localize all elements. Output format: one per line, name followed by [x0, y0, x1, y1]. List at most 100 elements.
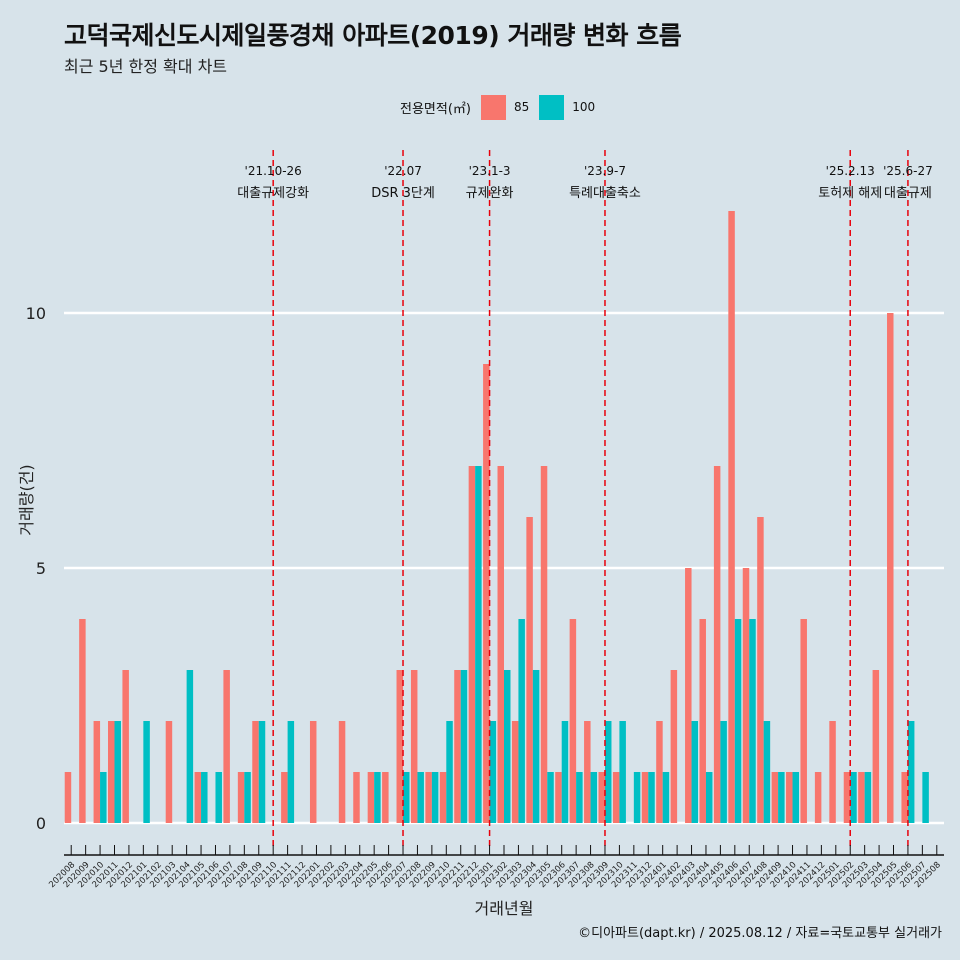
bar-100-202211: [460, 670, 468, 823]
x-tick-label: 202309: [581, 860, 611, 890]
x-tick-label: 202105: [177, 860, 207, 890]
bar-85-202404: [699, 619, 706, 823]
bar-100-202205: [374, 772, 381, 823]
bar-85-202304: [526, 517, 533, 823]
x-tick-label: 202101: [119, 860, 149, 890]
bar-100-202210: [446, 721, 453, 823]
bar-85-202012: [122, 670, 129, 823]
chart-title: 고덕국제신도시제일풍경채 아파트(2019) 거래량 변화 흐름: [64, 21, 682, 50]
bar-85-202108: [237, 772, 245, 823]
x-tick-label: 202304: [509, 860, 539, 890]
x-tick-label: 202310: [596, 860, 626, 890]
x-tick-label: 202010: [76, 860, 106, 890]
x-tick-label: 202308: [567, 860, 597, 890]
bar-85-202210: [439, 772, 447, 823]
source-caption: ©디아파트(dapt.kr) / 2025.08.12 / 자료=국토교통부 실…: [578, 926, 942, 941]
event-label: 토허제 해제: [818, 186, 882, 201]
bar-100-202502: [850, 772, 857, 823]
bar-100-202301: [489, 721, 497, 823]
bar-85-202008: [64, 772, 72, 823]
bar-100-202308: [590, 772, 598, 823]
event-label: 특례대출축소: [569, 186, 641, 201]
bar-100-202011: [114, 721, 121, 823]
bar-100-202208: [417, 772, 424, 823]
bar-85-202011: [108, 721, 115, 823]
x-tick-label: 202404: [682, 860, 712, 890]
x-tick-label: 202201: [293, 860, 323, 890]
x-tick-label: 202102: [134, 860, 164, 890]
event-date: '21.10-26: [245, 164, 302, 178]
bar-85-202401: [656, 721, 663, 823]
bar-100-202403: [691, 721, 699, 823]
x-tick-label: 202402: [653, 860, 683, 890]
x-tick-label: 202502: [826, 860, 856, 890]
y-axis-title: 거래량(건): [17, 464, 36, 535]
bar-100-202310: [619, 721, 626, 823]
bar-85-202201: [309, 721, 317, 823]
bar-85-202402: [670, 670, 678, 823]
bar-100-202101: [143, 721, 150, 823]
bar-100-202302: [504, 670, 511, 823]
y-tick-label: 5: [36, 559, 46, 578]
bar-100-202312: [648, 772, 655, 823]
bar-85-202505: [887, 313, 894, 823]
event-date: '25.6-27: [883, 164, 933, 178]
bar-85-202412: [814, 772, 822, 823]
y-tick-label: 0: [36, 814, 46, 833]
bar-85-202203: [338, 721, 346, 823]
bar-85-202009: [79, 619, 86, 823]
x-tick-label: 202202: [307, 860, 337, 890]
x-tick-label: 202110: [249, 860, 279, 890]
legend-title: 전용면적(㎡): [400, 101, 471, 117]
bar-85-202408: [757, 517, 764, 823]
x-tick-label: 202505: [870, 860, 900, 890]
bar-100-202409: [778, 772, 785, 823]
bar-85-202310: [612, 772, 620, 823]
x-tick-label: 202103: [148, 860, 178, 890]
bar-85-202105: [194, 772, 202, 823]
x-tick-label: 202506: [884, 860, 914, 890]
event-date: '23.9-7: [584, 164, 626, 178]
x-tick-label: 202204: [336, 860, 366, 890]
bar-100-202407: [749, 619, 756, 823]
x-tick-label: 202409: [754, 860, 784, 890]
x-tick-label: 202211: [437, 860, 467, 890]
bar-100-202503: [864, 772, 872, 823]
bar-85-202205: [367, 772, 375, 823]
bar-100-202506: [907, 721, 915, 823]
legend-label-85: 85: [513, 100, 530, 114]
bar-100-202207: [403, 772, 410, 823]
bar-100-202306: [561, 721, 569, 823]
x-tick-label: 202503: [841, 860, 871, 890]
bar-100-202307: [576, 772, 583, 823]
bar-85-202103: [165, 721, 173, 823]
bar-85-202308: [584, 721, 591, 823]
x-tick-label: 202112: [278, 860, 308, 890]
x-tick-label: 202305: [523, 860, 553, 890]
legend: 전용면적(㎡) 85 100: [400, 94, 605, 120]
x-tick-label: 202508: [913, 860, 943, 890]
bar-100-202309: [604, 721, 612, 823]
x-tick-label: 202203: [321, 860, 351, 890]
x-tick-label: 202207: [379, 860, 409, 890]
bar-100-202108: [244, 772, 251, 823]
x-tick-label: 202407: [725, 860, 755, 890]
x-tick-label: 202405: [696, 860, 726, 890]
x-tick-label: 202104: [163, 860, 193, 890]
x-tick-label: 202212: [451, 860, 481, 890]
event-date: '25.2.13: [826, 164, 875, 178]
bar-85-202206: [382, 772, 389, 823]
x-tick-label: 202303: [495, 860, 525, 890]
x-tick-label: 202302: [480, 860, 510, 890]
legend-swatch-85: [480, 94, 506, 120]
event-date: '23.1-3: [469, 164, 511, 178]
x-tick-label: 202008: [47, 860, 77, 890]
x-tick-label: 202507: [898, 860, 928, 890]
x-tick-label: 202307: [552, 860, 582, 890]
bar-85-202302: [497, 466, 504, 823]
x-tick-label: 202312: [624, 860, 654, 890]
x-tick-label: 202411: [783, 860, 813, 890]
chart-subtitle: 최근 5년 한정 확대 차트: [64, 57, 228, 76]
bar-85-202312: [641, 772, 649, 823]
bar-85-202305: [540, 466, 548, 823]
